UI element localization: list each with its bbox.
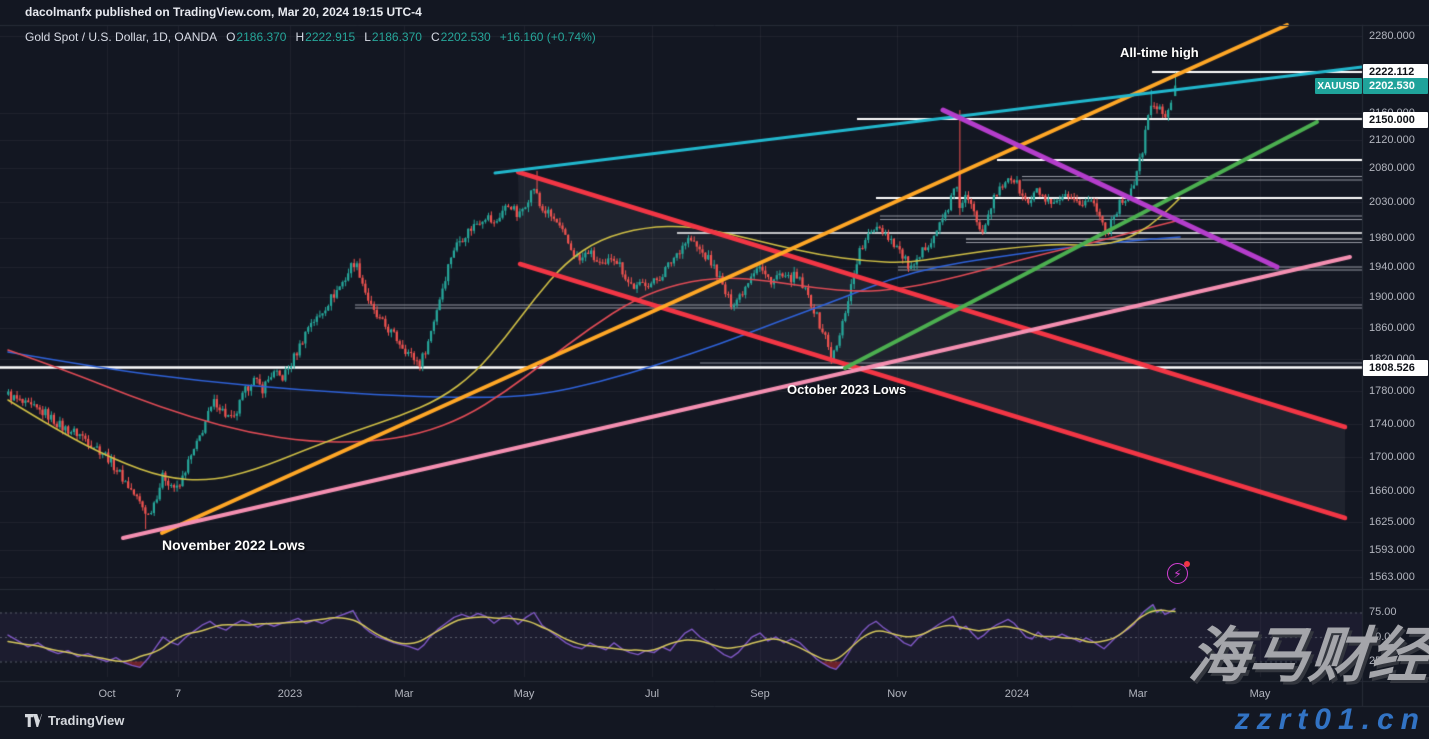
watermark-cjk: 海马财经	[1186, 622, 1429, 689]
symbol-badge: XAUUSD	[1315, 78, 1362, 94]
time-tick-label: Nov	[887, 688, 907, 700]
price-tick-label: 1660.000	[1369, 485, 1415, 497]
ohlc-low: L 2186.370	[364, 30, 422, 44]
time-tick-label: Mar	[1128, 688, 1148, 700]
level-1808-label: 1808.526	[1363, 360, 1428, 376]
watermark-url: zzrt01.cn	[1234, 703, 1426, 736]
price-tick-label: 1563.000	[1369, 571, 1415, 583]
ohlc-open: O 2186.370	[226, 30, 287, 44]
tradingview-logo[interactable]: TradingView	[25, 713, 124, 728]
price-tick-label: 1593.000	[1369, 544, 1415, 556]
price-tick-label: 2030.000	[1369, 196, 1415, 208]
rsi-tick-label: 75.00	[1369, 606, 1397, 618]
price-tick-label: 1900.000	[1369, 291, 1415, 303]
price-tick-label: 1625.000	[1369, 516, 1415, 528]
price-tick-label: 2080.000	[1369, 162, 1415, 174]
symbol-title: Gold Spot / U.S. Dollar, 1D, OANDA	[25, 30, 218, 44]
annotation-all-time-high: All-time high	[1120, 45, 1199, 60]
time-tick-label: May	[513, 688, 535, 700]
time-tick-label: Oct	[98, 688, 116, 700]
annotation-november-2022-lows: November 2022 Lows	[162, 537, 306, 553]
price-tick-label: 2280.000	[1369, 30, 1415, 42]
rsi-tick-label: 50.00	[1369, 631, 1397, 643]
price-tick-label: 2120.000	[1369, 134, 1415, 146]
price-tick-label: 1980.000	[1369, 232, 1415, 244]
price-tick-label: 1860.000	[1369, 322, 1415, 334]
level-2150-label: 2150.000	[1363, 112, 1428, 128]
price-tick-label: 1700.000	[1369, 451, 1415, 463]
price-tick-label: 1940.000	[1369, 261, 1415, 273]
ohlc-close: C 2202.530	[430, 30, 491, 44]
time-tick-label: Sep	[750, 688, 770, 700]
symbol-legend[interactable]: Gold Spot / U.S. Dollar, 1D, OANDA O 2186…	[25, 30, 596, 44]
lightning-glyph: ⚡	[1173, 566, 1182, 581]
time-tick-label: May	[1249, 688, 1271, 700]
price-tick-label: 1780.000	[1369, 385, 1415, 397]
tv-logo-text: TradingView	[48, 713, 125, 728]
annotation-october-2023-lows: October 2023 Lows	[787, 382, 907, 397]
time-tick-label: Jul	[644, 688, 660, 700]
last-price-badge: 2202.530	[1363, 78, 1428, 94]
ath-price-label: 2222.112	[1363, 64, 1428, 80]
ohlc-high: H 2222.915	[295, 30, 356, 44]
price-change: +16.160 (+0.74%)	[499, 30, 596, 44]
time-tick-label: 2023	[277, 688, 303, 700]
price-tick-label: 1740.000	[1369, 418, 1415, 430]
time-tick-label: 2024	[1004, 688, 1030, 700]
attribution-bar: dacolmanfx published on TradingView.com,…	[25, 5, 422, 19]
rsi-tick-label: 25.00	[1369, 655, 1397, 667]
time-tick-label: 7	[174, 688, 182, 700]
lightning-marker-icon[interactable]: ⚡	[1167, 561, 1190, 584]
tv-logo-icon	[25, 714, 42, 727]
time-tick-label: Mar	[394, 688, 414, 700]
